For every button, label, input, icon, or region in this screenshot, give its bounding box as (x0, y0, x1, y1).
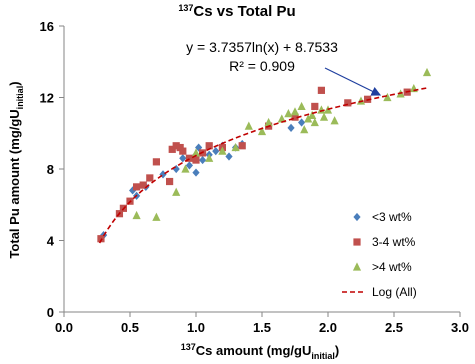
point (205, 153, 214, 162)
point (166, 177, 174, 186)
point (146, 174, 154, 182)
point (291, 113, 299, 121)
x-tick-label: 0.0 (55, 320, 73, 335)
y-tick-label: 16 (40, 19, 54, 34)
legend-label: 3-4 wt% (372, 235, 416, 249)
point (317, 105, 326, 114)
point (310, 117, 319, 127)
point (133, 183, 141, 191)
point (152, 212, 161, 221)
r-squared: R² = 0.909 (229, 58, 295, 74)
y-tick-label: 0 (47, 305, 54, 320)
legend-label: >4 wt% (372, 260, 412, 274)
point (97, 235, 105, 243)
point (132, 210, 141, 220)
point (287, 123, 295, 132)
point (344, 99, 352, 107)
y-axis-label: Total Pu amount (mg/gUinitial) (7, 81, 25, 258)
point (172, 187, 181, 196)
point (264, 117, 273, 127)
point (218, 146, 227, 155)
point (185, 161, 193, 170)
point (191, 148, 201, 157)
point (244, 121, 253, 130)
legend-marker (352, 262, 362, 271)
y-tick-label: 8 (47, 162, 54, 177)
y-tick-label: 4 (47, 234, 55, 249)
point (304, 114, 313, 123)
point (330, 116, 339, 125)
trendline (98, 87, 428, 244)
point (356, 96, 366, 105)
point (199, 155, 207, 165)
point (284, 108, 293, 118)
y-tick-label: 12 (40, 91, 54, 106)
point (168, 145, 176, 153)
point (181, 164, 190, 173)
point (172, 142, 180, 150)
point (257, 126, 267, 136)
legend-marker (353, 212, 361, 222)
point (311, 102, 319, 111)
point (298, 118, 306, 127)
point (231, 142, 240, 152)
point (192, 156, 200, 164)
point (212, 147, 220, 156)
equation: y = 3.7357ln(x) + 8.7533 (186, 39, 338, 55)
point (317, 86, 325, 94)
arrow (324, 67, 382, 96)
point (422, 67, 432, 77)
point (205, 142, 213, 150)
point (179, 147, 187, 155)
x-tick-label: 3.0 (451, 320, 469, 335)
point (152, 158, 160, 166)
point (319, 112, 329, 121)
point (277, 114, 286, 123)
x-tick-label: 1.5 (253, 320, 271, 335)
point (172, 164, 180, 174)
point (383, 92, 392, 102)
chart-title: 137Cs vs Total Pu (178, 3, 295, 20)
x-tick-label: 0.5 (121, 320, 139, 335)
point (192, 168, 200, 177)
point (308, 110, 317, 119)
legend-label: Log (All) (372, 285, 417, 299)
x-tick-label: 1.0 (187, 320, 205, 335)
point (179, 154, 187, 163)
legend-label: <3 wt% (372, 210, 412, 224)
point (238, 142, 246, 150)
x-tick-label: 2.0 (319, 320, 337, 335)
point (139, 181, 147, 189)
point (300, 125, 309, 134)
x-axis-label: 137Cs amount (mg/gUinitial) (181, 342, 339, 361)
legend-marker (353, 238, 361, 246)
point (290, 107, 300, 116)
point (225, 152, 233, 161)
point (297, 101, 306, 111)
point (185, 154, 193, 162)
x-tick-label: 2.5 (385, 320, 403, 335)
